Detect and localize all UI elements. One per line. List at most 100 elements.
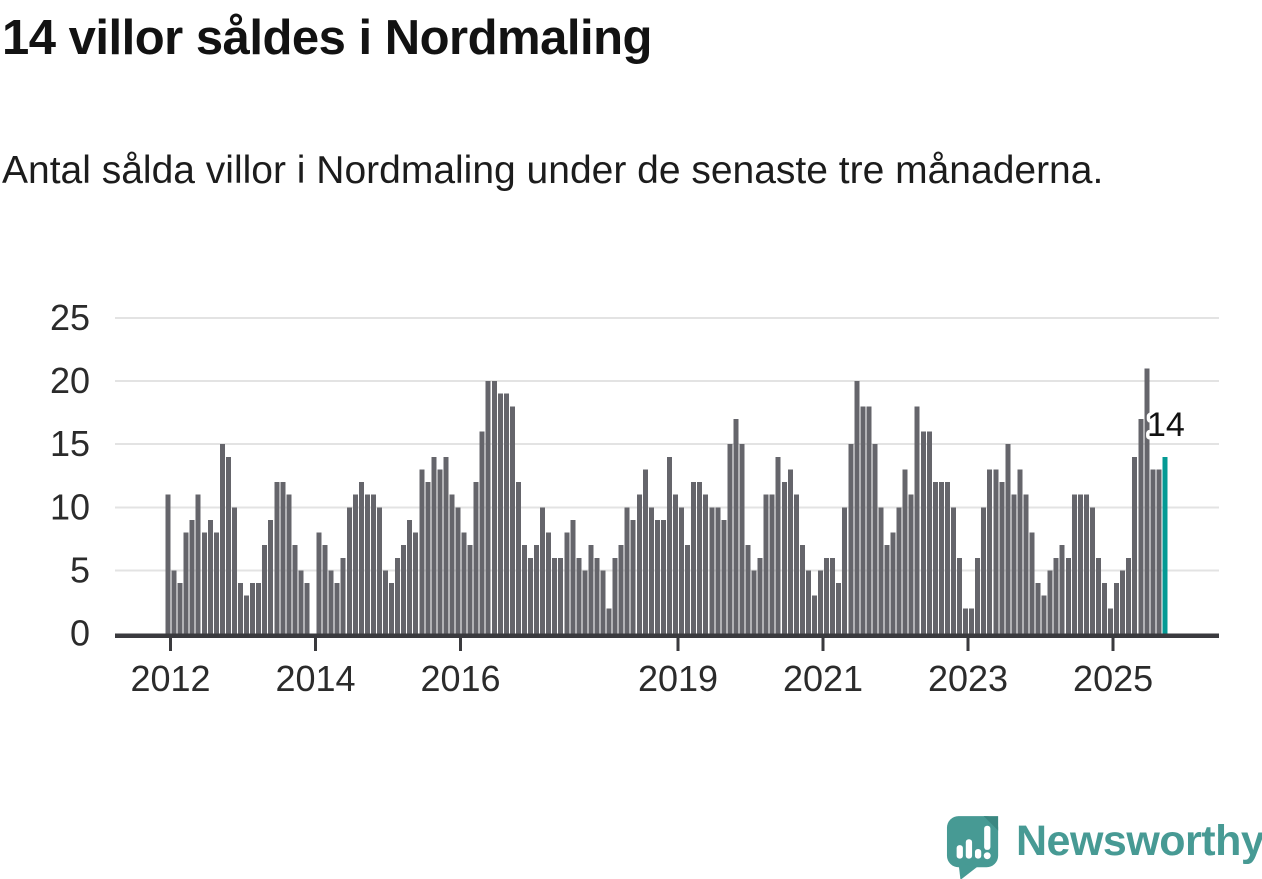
bar [419, 469, 425, 634]
bar [183, 532, 189, 634]
bar [618, 545, 624, 634]
bar [376, 507, 382, 634]
y-tick-label: 5 [70, 549, 90, 590]
bar [763, 494, 769, 634]
bar [920, 431, 926, 634]
bar [346, 507, 352, 634]
bar [340, 557, 346, 634]
bar [721, 519, 727, 634]
bar [238, 583, 243, 634]
bar [969, 608, 975, 634]
bar [799, 545, 805, 634]
bar [401, 545, 407, 634]
bar [497, 393, 503, 634]
logo-bubble-tail [958, 863, 978, 879]
bar [769, 494, 775, 634]
bar [1023, 494, 1029, 634]
bar [751, 570, 757, 634]
bar [449, 494, 455, 634]
y-tick-label: 25 [50, 297, 90, 338]
bar [244, 595, 250, 634]
bar [642, 469, 648, 634]
bar [854, 381, 860, 634]
bar [890, 532, 896, 634]
bar [793, 494, 799, 634]
bar [938, 482, 944, 634]
bar [957, 557, 962, 634]
bar [993, 469, 999, 634]
bar [1035, 583, 1041, 634]
y-tick-label: 10 [50, 486, 90, 527]
bar [213, 532, 219, 634]
bar [286, 494, 292, 634]
bar [503, 393, 509, 634]
bar [600, 570, 606, 634]
bar [177, 583, 183, 634]
bar [219, 444, 225, 634]
bar [1011, 494, 1017, 634]
bar [926, 431, 932, 634]
bar [673, 494, 679, 634]
y-tick-label: 20 [50, 360, 90, 401]
bar [582, 570, 588, 634]
bar [1005, 444, 1011, 634]
latest-value-label: 14 [1147, 406, 1185, 444]
bar [872, 444, 878, 634]
bar [207, 519, 213, 634]
bar [201, 532, 207, 634]
x-tick-label: 2021 [783, 658, 863, 699]
bar [1083, 494, 1089, 634]
newsworthy-branding: Newsworthy [946, 810, 1262, 879]
bar [902, 469, 908, 634]
bar [981, 507, 987, 634]
bar [836, 583, 842, 634]
bar [1108, 608, 1114, 634]
bar [461, 532, 467, 634]
bar [805, 570, 811, 634]
bar [612, 557, 618, 634]
bar [1156, 469, 1162, 634]
bar [171, 570, 177, 634]
bar [963, 608, 969, 634]
bar [358, 482, 364, 634]
bar [1144, 368, 1150, 634]
bar [479, 431, 485, 634]
bar [1071, 494, 1077, 634]
bar [407, 519, 413, 634]
bar [370, 494, 376, 634]
bar [334, 583, 340, 634]
bar [1053, 557, 1059, 634]
bar [413, 532, 419, 634]
bar [509, 406, 515, 634]
bar [685, 545, 691, 634]
bar [944, 482, 950, 634]
bar [733, 418, 739, 634]
bar [588, 545, 594, 634]
bar [564, 532, 570, 634]
bar [395, 557, 401, 634]
bar [1029, 532, 1035, 634]
bar [1138, 418, 1144, 634]
bar [818, 570, 824, 634]
bar [860, 406, 866, 634]
bar [383, 570, 389, 634]
bar [521, 545, 527, 634]
bar [975, 557, 981, 634]
bar [316, 532, 322, 634]
x-tick-label: 2012 [130, 658, 210, 699]
bar [1017, 469, 1023, 634]
bar [1041, 595, 1047, 634]
bar [443, 456, 449, 634]
bar-highlighted [1162, 456, 1168, 634]
bar [1126, 557, 1132, 634]
bar [280, 482, 286, 634]
bar [830, 557, 836, 634]
chart-subtitle: Antal sålda villor i Nordmaling under de… [2, 149, 1104, 192]
bar [648, 507, 654, 634]
bar [715, 507, 721, 634]
x-tick-label: 2019 [638, 658, 718, 699]
bar [534, 545, 540, 634]
bar [431, 456, 437, 634]
bar [1089, 507, 1095, 634]
